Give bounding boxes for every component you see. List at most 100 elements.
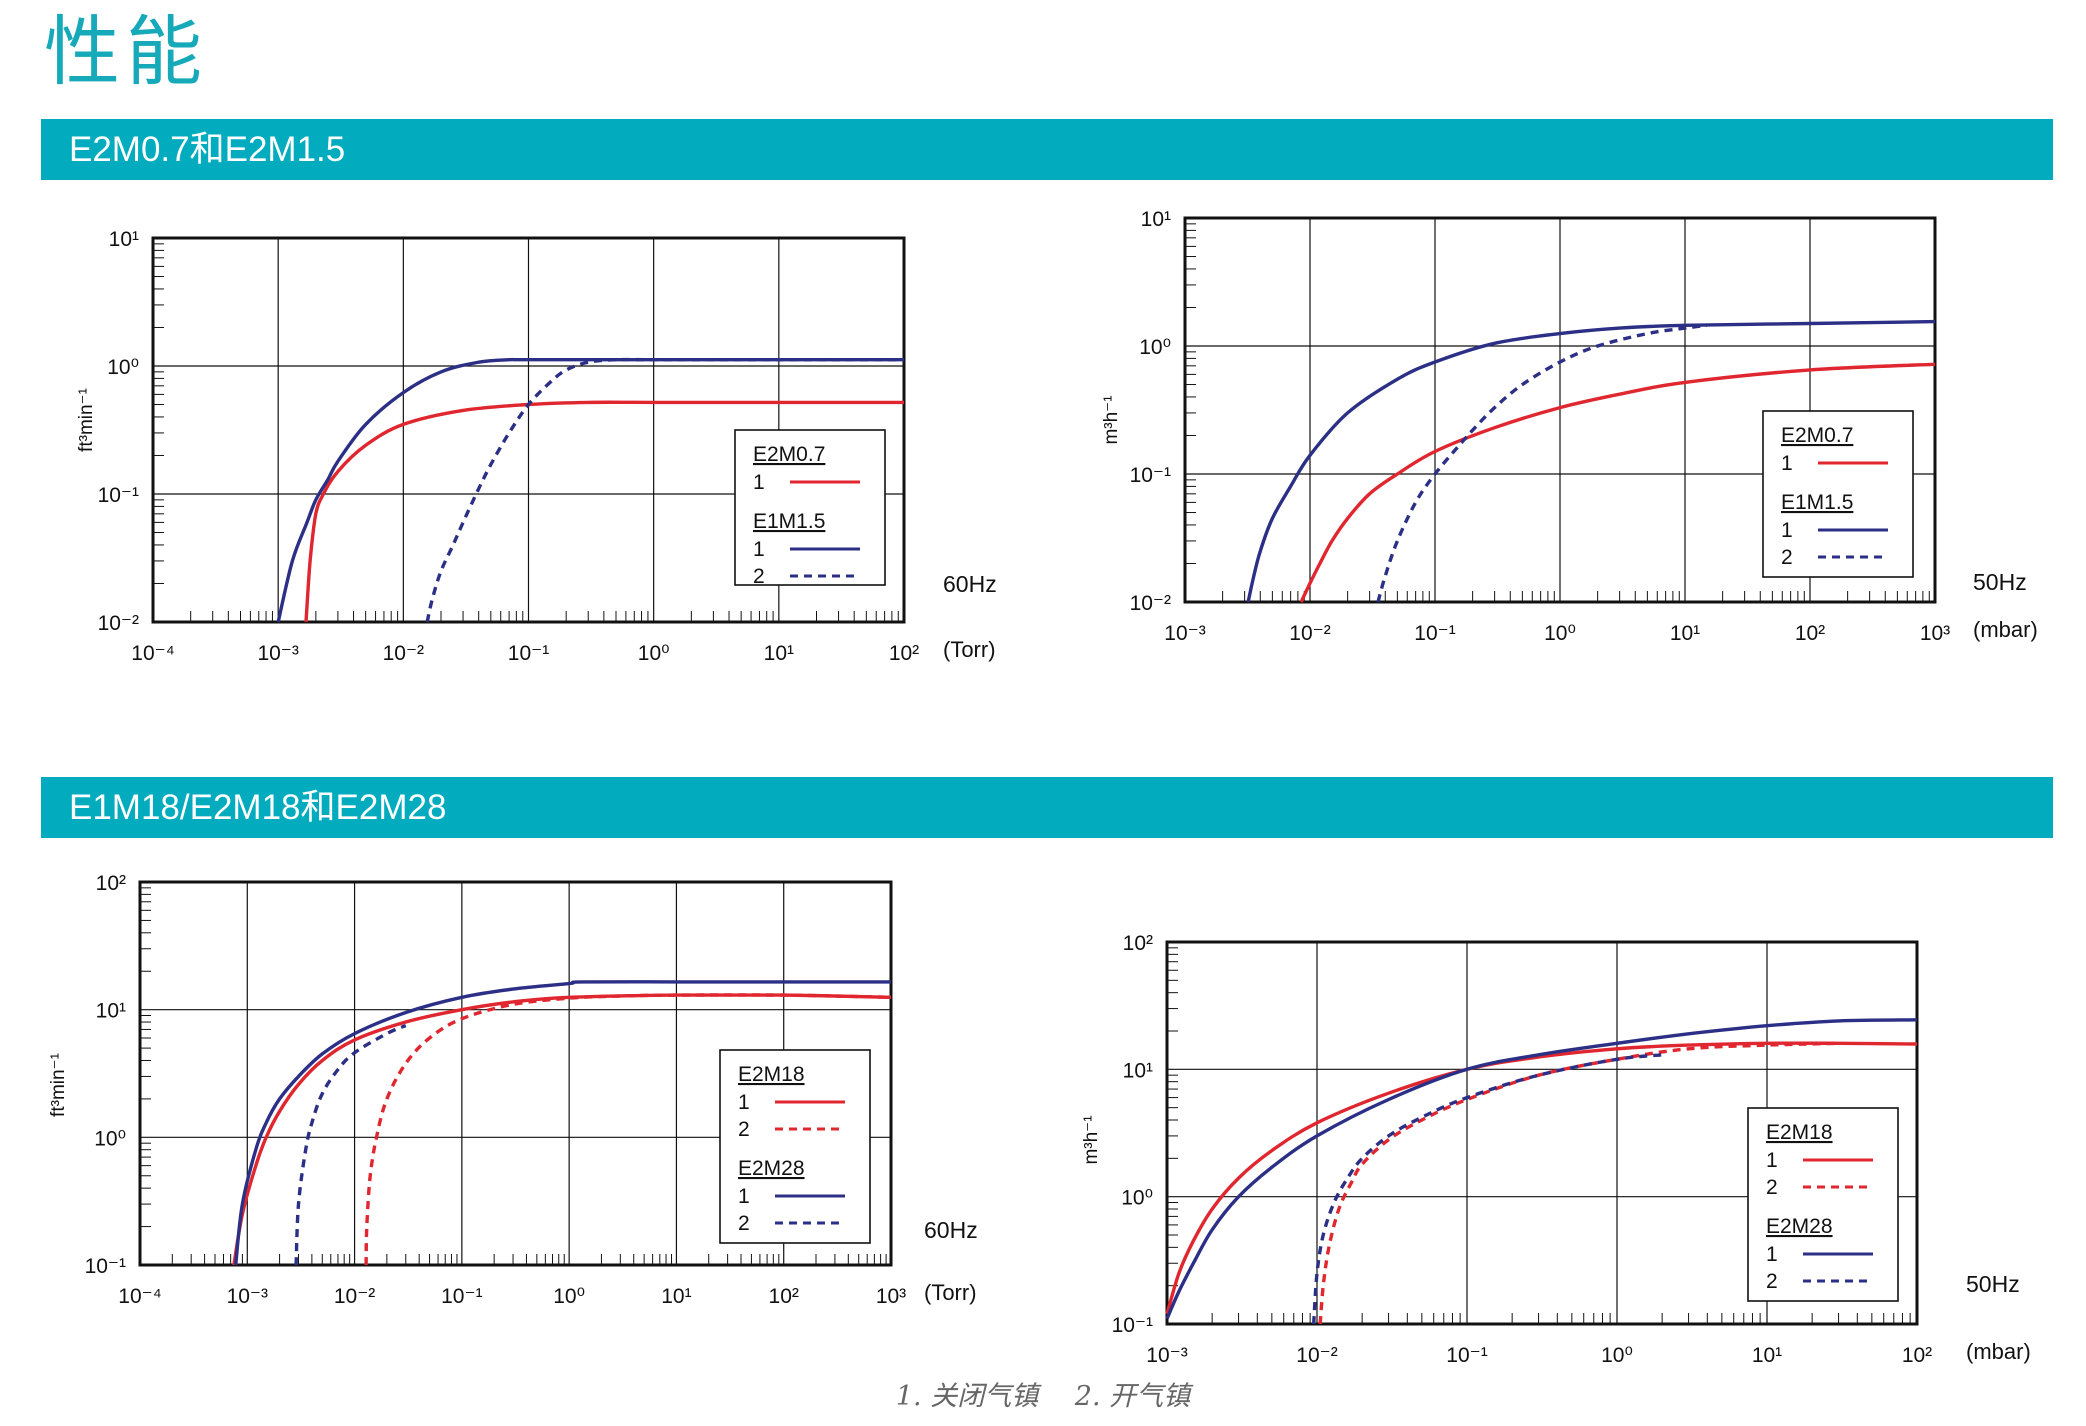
legend-group-title: E1M1.5 <box>1781 491 1853 514</box>
frequency-label: 60Hz <box>943 571 997 597</box>
series-e1m1-5-2-dashed <box>1376 323 1708 603</box>
y-axis-label: m³h⁻¹ <box>1081 1115 1102 1164</box>
legend-entry-label: 1 <box>738 1185 750 1208</box>
y-tick-label: 10⁻¹ <box>98 484 139 507</box>
legend-box <box>1747 1107 1899 1302</box>
legend-entry-label: 2 <box>1766 1176 1778 1199</box>
frequency-label: 50Hz <box>1966 1271 2020 1297</box>
legend-entry-label: 1 <box>738 1091 750 1114</box>
x-axis-unit: (mbar) <box>1966 1339 2031 1364</box>
footnote-gas-ballast-closed: 1. 关闭气镇 <box>895 1381 1039 1412</box>
y-tick-label: 10² <box>1123 932 1153 955</box>
y-tick-label: 10⁰ <box>1121 1187 1153 1210</box>
legend-entry-label: 2 <box>738 1212 750 1235</box>
legend-group-title: E2M0.7 <box>1781 424 1853 447</box>
y-tick-label: 10⁻¹ <box>85 1255 126 1278</box>
section-banner-2: E1M18/E2M18和E2M28 <box>41 777 2053 838</box>
legend-entry-label: 1 <box>1781 519 1793 542</box>
footnote: 1. 关闭气镇 2. 开气镇 <box>0 1374 2086 1413</box>
x-tick-label: 10¹ <box>764 642 794 665</box>
plot-frame <box>1165 940 1919 1326</box>
legend-group-title: E2M28 <box>738 1157 805 1180</box>
chart-e2m18-50hz: 10⁻³ 10⁻² 10⁻¹ 10⁰ 10¹ 10² 10⁻¹ 10⁰ 10¹ 10² m³h⁻¹ (… <box>1081 932 2031 1367</box>
legend-box <box>734 429 886 586</box>
legend-box <box>1762 410 1914 578</box>
legend-entry-label: 1 <box>1766 1149 1778 1172</box>
x-tick-label: 10³ <box>876 1285 906 1308</box>
x-tick-label: 10⁻² <box>1296 1344 1337 1367</box>
legend-entry-label: 1 <box>1766 1243 1778 1266</box>
x-tick-label: 10⁻¹ <box>1446 1344 1487 1367</box>
series-e2m18-1 <box>1165 1041 1918 1315</box>
legend-entry-label: 1 <box>753 471 765 494</box>
legend-entry-label: 1 <box>1781 452 1793 475</box>
page-title: 性能 <box>44 7 208 96</box>
x-tick-label: 10⁻² <box>1289 622 1330 645</box>
y-tick-label: 10¹ <box>109 228 139 251</box>
y-tick-label: 10⁻¹ <box>1112 1314 1153 1337</box>
x-axis-unit: (mbar) <box>1973 617 2038 642</box>
legend-group-title: E2M18 <box>738 1063 805 1086</box>
chart-e2m-50hz: 10⁻³ 10⁻² 10⁻¹ 10⁰ 10¹ 10² 10³ 10⁻² 10⁻¹ 10⁰ 10¹ m³… <box>1101 208 2038 645</box>
chart-e2m18-60hz: 10⁻⁴ 10⁻³ 10⁻² 10⁻¹ 10⁰ 10¹ 10² 10³ 10⁻¹ 10⁰ 10¹ 10… <box>48 872 978 1308</box>
x-tick-label: 10⁻¹ <box>441 1285 482 1308</box>
x-tick-label: 10⁻² <box>334 1285 375 1308</box>
legend-box <box>719 1049 871 1244</box>
series-e2m18-1 <box>232 993 892 1266</box>
x-tick-label: 10¹ <box>1670 622 1700 645</box>
series-e1m1-5-1 <box>1246 319 1936 603</box>
x-tick-label: 10⁰ <box>1601 1344 1633 1367</box>
y-tick-label: 10⁻² <box>1130 592 1171 615</box>
legend-entry-label: 2 <box>1766 1270 1778 1293</box>
plot-frame <box>151 236 906 624</box>
x-tick-label: 10¹ <box>1752 1344 1782 1367</box>
x-tick-label: 10⁻⁴ <box>118 1285 161 1308</box>
series-e1m1-5-2-dashed <box>425 357 904 623</box>
section-banner-1: E2M0.7和E2M1.5 <box>41 119 2053 180</box>
legend-entry-label: 2 <box>738 1118 750 1141</box>
y-tick-label: 10⁰ <box>1139 336 1171 359</box>
y-tick-label: 10¹ <box>1123 1059 1153 1082</box>
x-tick-label: 10⁻¹ <box>508 642 549 665</box>
y-axis-label: ft³min⁻¹ <box>76 388 97 452</box>
series-e2m28-2-dashed <box>294 1024 407 1266</box>
series-e2m18-2-dashed <box>364 993 892 1266</box>
x-tick-label: 10⁻³ <box>257 642 298 665</box>
chart-e2m-60hz: 10⁻⁴ 10⁻³ 10⁻² 10⁻¹ 10⁰ 10¹ 10² 10⁻² 10⁻¹ 10⁰ 10¹ f… <box>76 228 997 665</box>
x-tick-label: 10⁻⁴ <box>131 642 174 665</box>
series-e2m18-2-dashed <box>1318 1041 1839 1325</box>
legend-group-title: E1M1.5 <box>753 510 825 533</box>
frequency-label: 60Hz <box>924 1217 978 1243</box>
y-tick-label: 10² <box>96 872 126 895</box>
series-e2m28-1 <box>234 980 891 1266</box>
y-tick-label: 10⁻² <box>98 612 139 635</box>
y-tick-label: 10⁻¹ <box>1130 464 1171 487</box>
series-e2m0-7-1 <box>1299 362 1936 603</box>
legend-group-title: E2M18 <box>1766 1121 1833 1144</box>
plot-frame <box>1183 216 1937 604</box>
plot-frame <box>138 880 893 1267</box>
y-axis-label: ft³min⁻¹ <box>48 1053 69 1117</box>
x-tick-label: 10¹ <box>661 1285 691 1308</box>
y-tick-label: 10⁰ <box>94 1127 126 1150</box>
x-tick-label: 10⁻³ <box>1146 1344 1187 1367</box>
x-tick-label: 10⁻² <box>383 642 424 665</box>
series-e2m0-7-1 <box>304 400 904 623</box>
series-e2m28-2-dashed <box>1312 1053 1663 1325</box>
frequency-label: 50Hz <box>1973 569 2027 595</box>
x-tick-label: 10² <box>769 1285 799 1308</box>
y-axis-label: m³h⁻¹ <box>1101 395 1122 444</box>
legend-group-title: E2M28 <box>1766 1215 1833 1238</box>
x-axis-unit: (Torr) <box>943 637 996 662</box>
x-tick-label: 10⁻³ <box>227 1285 268 1308</box>
y-tick-label: 10¹ <box>1141 208 1171 231</box>
series-e2m28-1 <box>1165 1018 1918 1320</box>
x-tick-label: 10² <box>1902 1344 1932 1367</box>
y-tick-label: 10¹ <box>96 1000 126 1023</box>
legend-entry-label: 1 <box>753 538 765 561</box>
x-tick-label: 10⁰ <box>553 1285 585 1308</box>
footnote-gas-ballast-open: 2. 开气镇 <box>1074 1381 1191 1412</box>
legend-entry-label: 2 <box>753 565 765 588</box>
x-tick-label: 10⁰ <box>638 642 670 665</box>
x-axis-unit: (Torr) <box>924 1280 977 1305</box>
